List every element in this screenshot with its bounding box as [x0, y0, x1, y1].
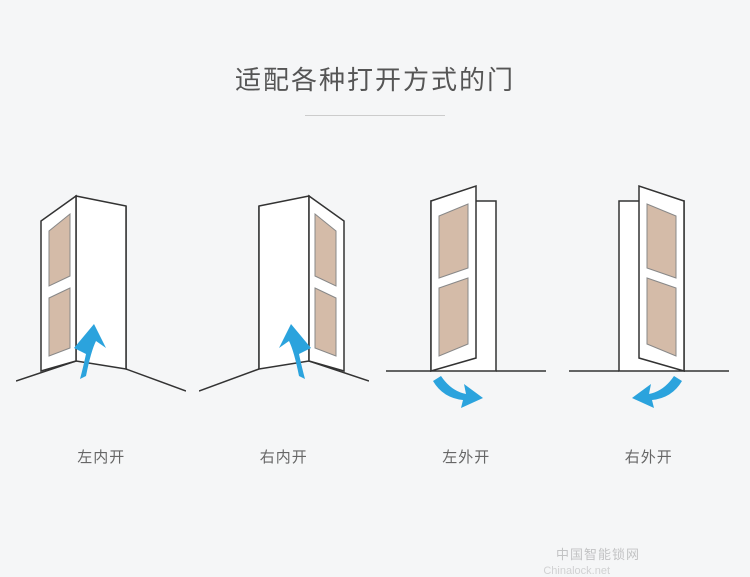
- door-right-in-svg: [199, 176, 369, 416]
- watermark-text: 中国智能锁网: [556, 544, 640, 563]
- label-left-out: 左外开: [442, 446, 490, 467]
- watermark-sub-text: Chinalock.net: [543, 565, 610, 577]
- diagrams-container: 左内开 右内开: [0, 116, 750, 467]
- label-left-in: 左内开: [77, 446, 125, 467]
- door-left-in-svg: [16, 176, 186, 416]
- label-right-out: 右外开: [625, 446, 673, 467]
- diagram-right-in: 右内开: [199, 176, 369, 467]
- page-title: 适配各种打开方式的门: [0, 0, 750, 97]
- door-left-out-svg: [381, 176, 551, 416]
- diagram-left-out: 左外开: [381, 176, 551, 467]
- diagram-left-in: 左内开: [16, 176, 186, 467]
- diagram-right-out: 右外开: [564, 176, 734, 467]
- door-right-out-svg: [564, 176, 734, 416]
- label-right-in: 右内开: [260, 446, 308, 467]
